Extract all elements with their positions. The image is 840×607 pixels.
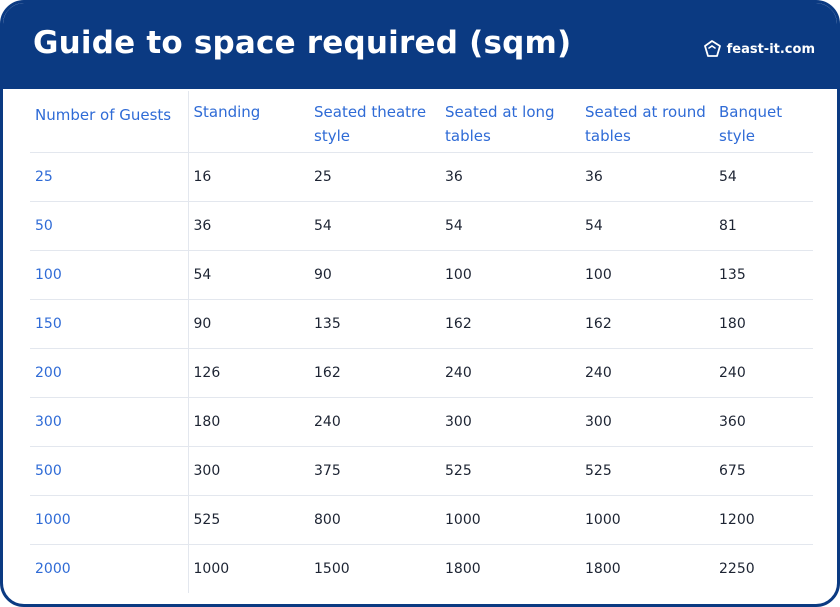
theatre-cell: 135 (309, 299, 440, 349)
long-tables-cell: 162 (440, 299, 580, 349)
banquet-cell: 2250 (719, 560, 755, 577)
table-header-row: Number of Guests Standing Seated theatre… (30, 91, 813, 153)
column-header-long-tables: Seated at long tables (440, 91, 580, 153)
round-tables-cell: 1000 (580, 495, 714, 545)
space-table: Number of Guests Standing Seated theatre… (30, 91, 813, 593)
theatre-cell: 240 (309, 397, 440, 447)
brand-logo[interactable]: feast-it.com (701, 39, 815, 59)
table-row: 150 90 135 162 162 180 (30, 299, 813, 349)
column-header-guests: Number of Guests (30, 91, 189, 153)
theatre-cell: 375 (309, 446, 440, 496)
long-tables-cell: 1800 (445, 560, 481, 577)
banquet-cell: 360 (714, 397, 813, 447)
long-tables-cell: 36 (440, 152, 580, 202)
header-bar: Guide to space required (sqm) feast-it.c… (3, 3, 837, 89)
long-tables-cell: 525 (440, 446, 580, 496)
long-tables-cell: 1000 (440, 495, 580, 545)
theatre-cell: 800 (309, 495, 440, 545)
banquet-cell: 675 (714, 446, 813, 496)
table-row: 100 54 90 100 100 135 (30, 250, 813, 300)
table-row: 200 126 162 240 240 240 (30, 348, 813, 398)
round-tables-cell: 525 (580, 446, 714, 496)
long-tables-cell: 54 (440, 201, 580, 251)
standing-cell: 180 (188, 397, 309, 447)
table-row: 2000 1000 1500 1800 1800 2250 (30, 544, 813, 593)
column-header-standing: Standing (188, 91, 309, 153)
round-tables-cell: 300 (580, 397, 714, 447)
guests-cell: 500 (30, 446, 189, 496)
standing-cell: 525 (188, 495, 309, 545)
table-row: 500 300 375 525 525 675 (30, 446, 813, 496)
round-tables-cell: 1800 (585, 560, 621, 577)
banquet-cell: 81 (714, 201, 813, 251)
guests-cell: 2000 (30, 544, 189, 593)
standing-cell: 36 (188, 201, 309, 251)
guests-cell: 25 (30, 152, 189, 202)
standing-cell: 16 (188, 152, 309, 202)
banquet-cell: 1200 (714, 495, 813, 545)
banquet-cell: 135 (714, 250, 813, 300)
round-tables-cell: 36 (580, 152, 714, 202)
banquet-cell: 240 (714, 348, 813, 398)
round-tables-cell: 240 (580, 348, 714, 398)
table-row: 300 180 240 300 300 360 (30, 397, 813, 447)
guests-cell: 1000 (30, 495, 189, 545)
standing-cell: 126 (188, 348, 309, 398)
standing-cell: 54 (188, 250, 309, 300)
page-title: Guide to space required (sqm) (33, 25, 572, 61)
guests-cell: 300 (30, 397, 189, 447)
banquet-cell: 180 (714, 299, 813, 349)
brand-name: feast-it.com (726, 41, 815, 57)
long-tables-cell: 100 (440, 250, 580, 300)
guests-cell: 200 (30, 348, 189, 398)
standing-cell: 90 (188, 299, 309, 349)
theatre-cell: 25 (309, 152, 440, 202)
theatre-cell: 162 (309, 348, 440, 398)
standing-cell: 1000 (193, 560, 230, 577)
round-tables-cell: 54 (580, 201, 714, 251)
guests-cell: 100 (30, 250, 189, 300)
guests-cell: 150 (30, 299, 189, 349)
long-tables-cell: 300 (440, 397, 580, 447)
guests-cell: 50 (30, 201, 189, 251)
theatre-cell: 90 (309, 250, 440, 300)
column-header-banquet: Banquet style (714, 91, 813, 153)
table-row: 1000 525 800 1000 1000 1200 (30, 495, 813, 545)
banquet-cell: 54 (714, 152, 813, 202)
table-row: 50 36 54 54 54 81 (30, 201, 813, 251)
standing-cell: 300 (188, 446, 309, 496)
table-body: 25 16 25 36 36 54 50 36 54 54 54 81 100 54 90 100 100 135… (30, 152, 813, 593)
long-tables-cell: 240 (440, 348, 580, 398)
feast-it-logo-icon (703, 40, 721, 57)
round-tables-cell: 162 (580, 299, 714, 349)
table-row: 25 16 25 36 36 54 (30, 152, 813, 202)
round-tables-cell: 100 (580, 250, 714, 300)
column-header-round-tables: Seated at round tables (580, 91, 714, 153)
theatre-cell: 54 (309, 201, 440, 251)
column-header-theatre: Seated theatre style (309, 91, 440, 153)
theatre-cell: 1500 (314, 560, 350, 577)
